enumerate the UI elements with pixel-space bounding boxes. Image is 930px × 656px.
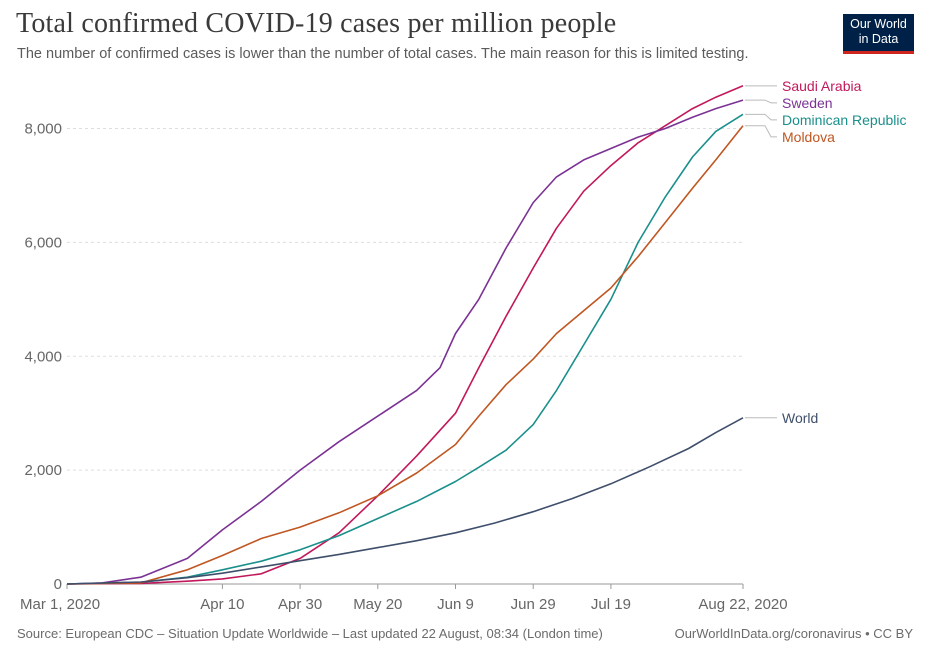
owid-logo[interactable]: Our World in Data (843, 14, 914, 54)
legend-label[interactable]: Saudi Arabia (782, 78, 862, 94)
chart-subtitle: The number of confirmed cases is lower t… (17, 46, 749, 62)
chart-title: Total confirmed COVID-19 cases per milli… (16, 8, 617, 39)
grid-lines (67, 128, 743, 471)
logo-line-2: in Data (858, 32, 899, 46)
series-lines (66, 85, 744, 585)
x-tick-label: Jun 29 (511, 596, 556, 613)
x-tick-label: Mar 1, 2020 (20, 596, 100, 613)
legend-label[interactable]: Moldova (782, 129, 835, 145)
y-tick-label: 4,000 (24, 348, 62, 365)
legend-connector (745, 113, 777, 121)
x-tick-label: Jul 19 (591, 596, 631, 613)
y-tick-label: 2,000 (24, 462, 62, 479)
series-line-saudi-arabia[interactable] (66, 85, 744, 585)
legend-label[interactable]: Sweden (782, 95, 833, 111)
series-line-world[interactable] (66, 417, 744, 585)
x-tick-label: Apr 30 (278, 596, 322, 613)
source-link[interactable]: OurWorldInData.org/coronavirus • CC BY (674, 626, 913, 641)
x-tick-label: May 20 (353, 596, 402, 613)
legend-connector (745, 99, 777, 104)
source-note: Source: European CDC – Situation Update … (17, 626, 603, 641)
legend-label[interactable]: Dominican Republic (782, 112, 907, 128)
series-line-moldova[interactable] (66, 125, 744, 585)
x-tick-label: Apr 10 (200, 596, 244, 613)
series-line-dominican-republic[interactable] (66, 113, 744, 585)
x-tick-label: Aug 22, 2020 (698, 596, 787, 613)
y-tick-label: 8,000 (24, 121, 62, 138)
series-line-sweden[interactable] (66, 99, 744, 585)
y-tick-label: 6,000 (24, 234, 62, 251)
y-axis: 0 2,000 4,000 6,000 8,000 (24, 121, 62, 593)
x-tick-label: Jun 9 (437, 596, 474, 613)
line-chart: 0 2,000 4,000 6,000 8,000 Mar 1, 2020 Apr 10 A… (20, 78, 907, 613)
x-axis: Mar 1, 2020 Apr 10 Apr 30 May 20 Jun 9 Jun 29… (20, 583, 788, 613)
y-tick-label: 0 (54, 576, 62, 593)
legend-connector (745, 125, 777, 138)
legend-label[interactable]: World (782, 410, 818, 426)
logo-line-1: Our World (850, 17, 907, 31)
